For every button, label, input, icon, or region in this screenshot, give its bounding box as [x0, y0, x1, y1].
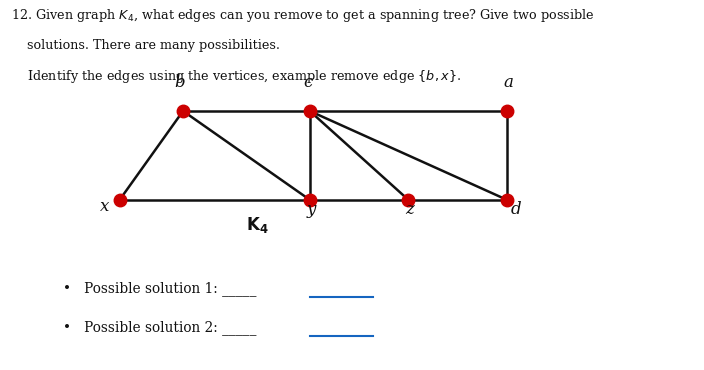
- Text: solutions. There are many possibilities.: solutions. There are many possibilities.: [11, 39, 279, 52]
- Text: c: c: [303, 74, 313, 91]
- Text: 12. Given graph $K_4$, what edges can you remove to get a spanning tree? Give tw: 12. Given graph $K_4$, what edges can yo…: [11, 7, 594, 24]
- Text: z: z: [406, 201, 414, 218]
- Text: x: x: [99, 198, 109, 215]
- Text: b: b: [174, 74, 185, 91]
- Text: a: a: [503, 74, 513, 91]
- Text: Identify the edges using the vertices, example remove edge $\{b, x\}$.: Identify the edges using the vertices, e…: [11, 68, 460, 85]
- Text: y: y: [306, 201, 316, 218]
- Text: $\mathbf{K_4}$: $\mathbf{K_4}$: [246, 215, 268, 235]
- Text: d: d: [510, 201, 522, 218]
- Text: •   Possible solution 2: _____: • Possible solution 2: _____: [63, 320, 257, 335]
- Text: •   Possible solution 1: _____: • Possible solution 1: _____: [63, 281, 257, 296]
